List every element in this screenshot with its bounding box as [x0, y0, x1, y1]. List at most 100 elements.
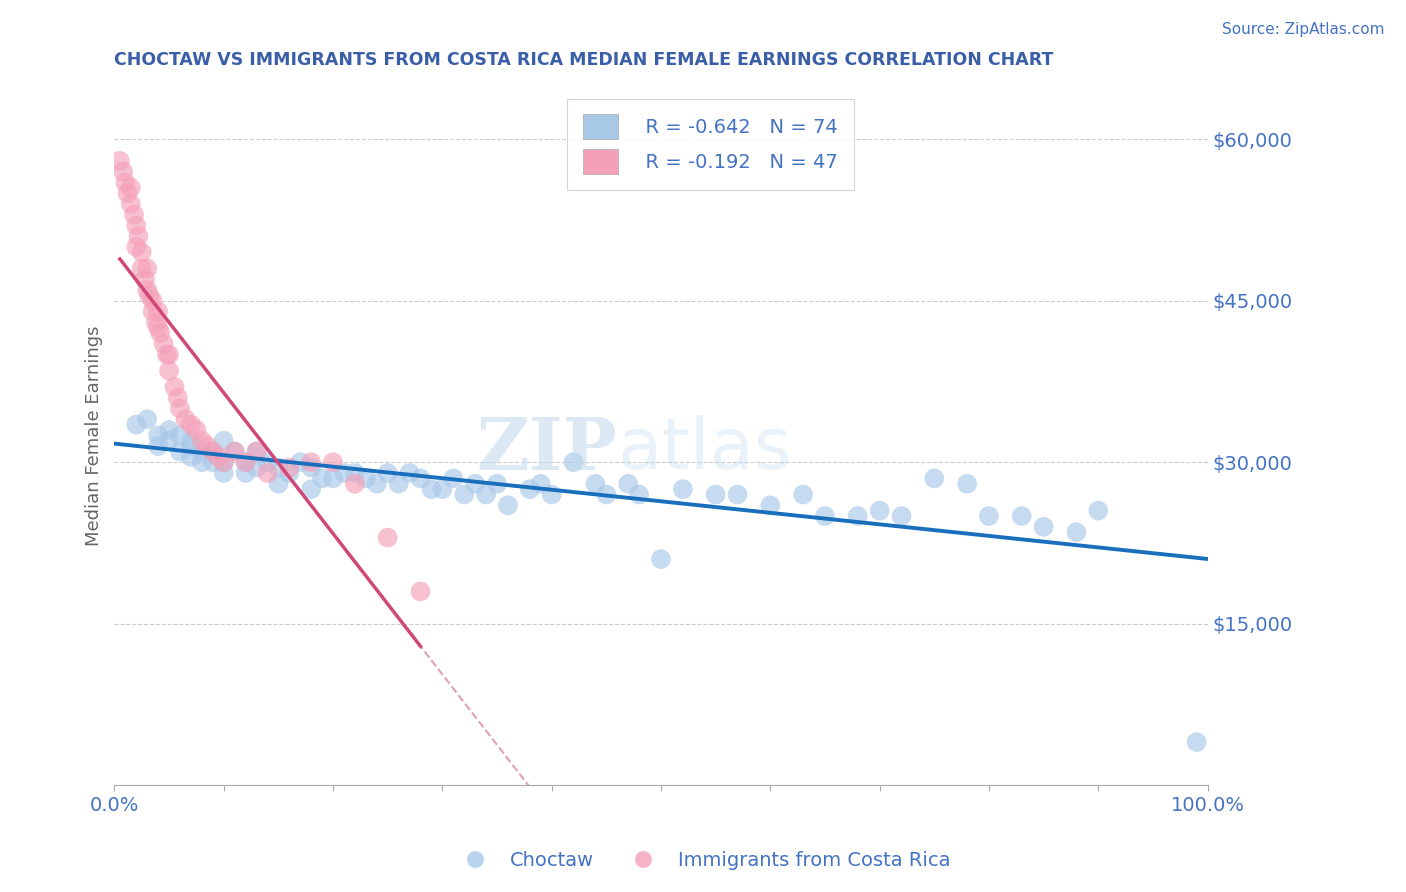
Point [180, 439, 202, 453]
Point [583, 476, 606, 491]
Point [486, 476, 509, 491]
Point [617, 476, 640, 491]
Point [530, 476, 553, 491]
Point [792, 487, 814, 501]
Point [169, 444, 191, 458]
Point [595, 487, 617, 501]
Point [256, 466, 278, 480]
Point [343, 476, 366, 491]
Point [235, 455, 257, 469]
Point [146, 439, 169, 453]
Text: CHOCTAW VS IMMIGRANTS FROM COSTA RICA MEDIAN FEMALE EARNINGS CORRELATION CHART: CHOCTAW VS IMMIGRANTS FROM COSTA RICA ME… [114, 51, 1053, 69]
Point [398, 466, 420, 480]
Point [207, 450, 229, 464]
Point [117, 186, 139, 201]
Point [169, 428, 191, 442]
Point [311, 471, 333, 485]
Point [120, 181, 142, 195]
Point [149, 326, 172, 340]
Point [136, 283, 159, 297]
Point [195, 439, 218, 453]
Point [956, 476, 979, 491]
Point [245, 444, 267, 458]
Point [475, 487, 498, 501]
Point [224, 444, 246, 458]
Point [122, 208, 145, 222]
Point [245, 444, 267, 458]
Point [156, 348, 179, 362]
Point [540, 487, 562, 501]
Point [212, 434, 235, 448]
Point [322, 471, 344, 485]
Point [453, 487, 475, 501]
Point [174, 412, 197, 426]
Point [191, 434, 214, 448]
Point [201, 444, 224, 458]
Point [127, 229, 149, 244]
Point [432, 482, 454, 496]
Point [166, 391, 188, 405]
Point [224, 444, 246, 458]
Point [145, 315, 167, 329]
Point [212, 455, 235, 469]
Point [142, 304, 165, 318]
Point [235, 455, 257, 469]
Point [191, 455, 214, 469]
Point [134, 272, 156, 286]
Point [131, 245, 153, 260]
Point [672, 482, 695, 496]
Point [152, 336, 174, 351]
Point [420, 482, 443, 496]
Point [146, 304, 169, 318]
Point [650, 552, 672, 566]
Legend: Choctaw, Immigrants from Costa Rica: Choctaw, Immigrants from Costa Rica [449, 843, 957, 878]
Text: ZIP: ZIP [477, 414, 617, 485]
Point [180, 417, 202, 432]
Point [409, 471, 432, 485]
Point [869, 504, 891, 518]
Point [157, 364, 180, 378]
Point [727, 487, 749, 501]
Point [186, 423, 208, 437]
Point [977, 509, 1000, 524]
Point [343, 466, 366, 480]
Point [519, 482, 541, 496]
Point [1032, 520, 1054, 534]
Point [441, 471, 464, 485]
Point [201, 444, 224, 458]
Text: atlas: atlas [617, 415, 792, 483]
Point [814, 509, 837, 524]
Point [157, 348, 180, 362]
Point [120, 197, 142, 211]
Point [377, 531, 399, 545]
Point [1087, 504, 1109, 518]
Point [704, 487, 727, 501]
Point [180, 434, 202, 448]
Point [138, 288, 160, 302]
Point [322, 455, 344, 469]
Point [409, 584, 432, 599]
Point [464, 476, 486, 491]
Point [157, 423, 180, 437]
Point [112, 164, 135, 178]
Point [562, 455, 585, 469]
Point [388, 476, 411, 491]
Point [125, 219, 148, 233]
Point [131, 261, 153, 276]
Point [146, 428, 169, 442]
Point [1066, 525, 1088, 540]
Point [142, 293, 165, 308]
Point [136, 412, 159, 426]
Point [169, 401, 191, 416]
Point [245, 460, 267, 475]
Point [108, 153, 131, 168]
Point [299, 460, 322, 475]
Point [1011, 509, 1033, 524]
Point [157, 434, 180, 448]
Point [628, 487, 651, 501]
Point [290, 455, 312, 469]
Point [267, 476, 290, 491]
Point [377, 466, 399, 480]
Point [212, 466, 235, 480]
Point [924, 471, 946, 485]
